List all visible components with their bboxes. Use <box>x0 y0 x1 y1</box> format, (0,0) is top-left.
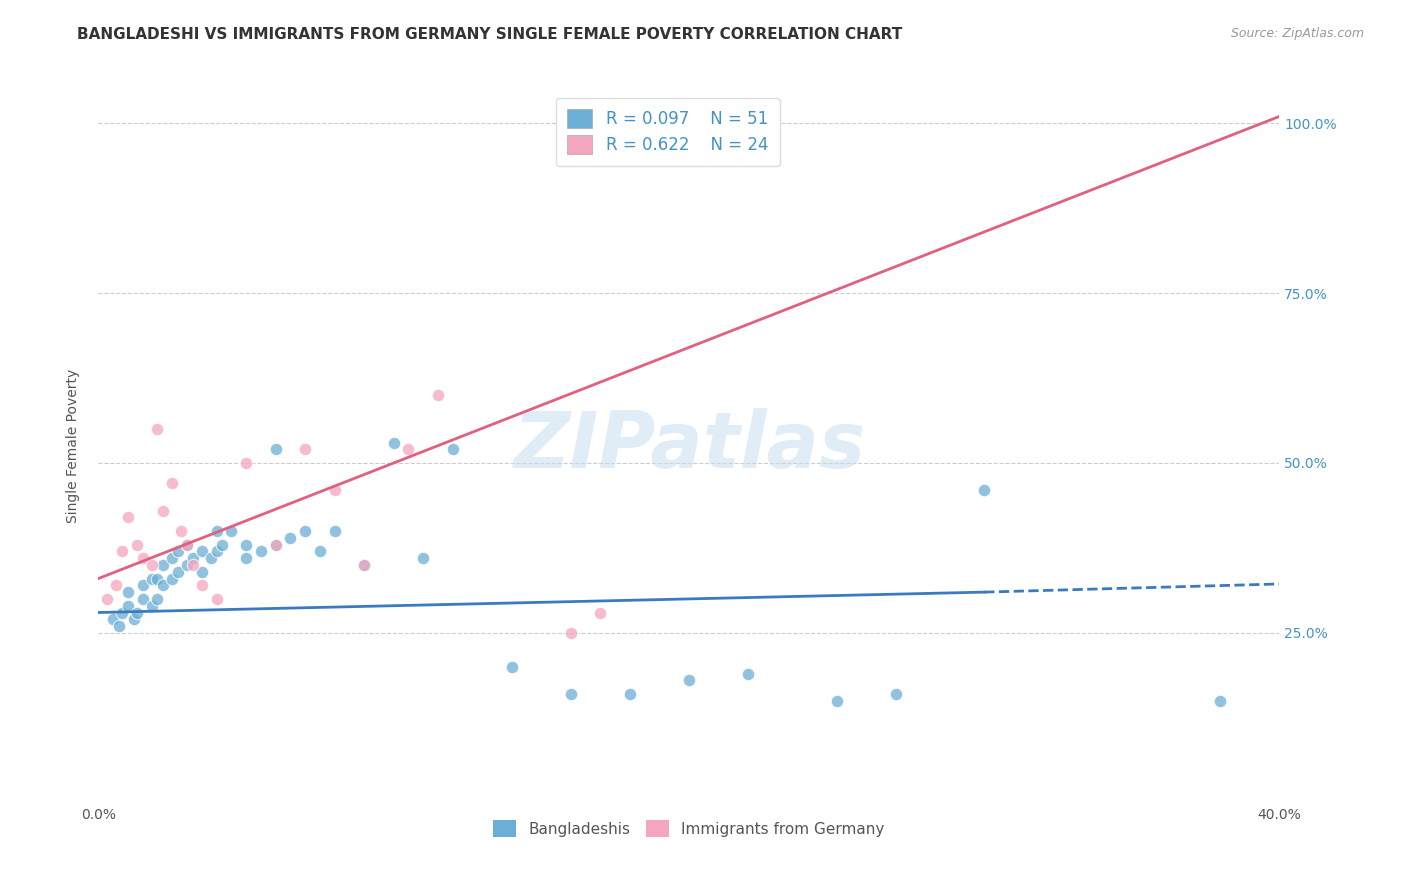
Point <box>117 599 139 613</box>
Point <box>96 591 118 606</box>
Point <box>122 612 145 626</box>
Point <box>264 537 287 551</box>
Point <box>191 565 214 579</box>
Point <box>205 544 228 558</box>
Text: Source: ZipAtlas.com: Source: ZipAtlas.com <box>1230 27 1364 40</box>
Point <box>111 606 134 620</box>
Point <box>146 422 169 436</box>
Point <box>294 524 316 538</box>
Point <box>427 388 450 402</box>
Point <box>167 565 190 579</box>
Point <box>501 660 523 674</box>
Point <box>146 572 169 586</box>
Point <box>117 510 139 524</box>
Point <box>205 524 228 538</box>
Point <box>441 442 464 457</box>
Point <box>235 537 257 551</box>
Point <box>235 456 257 470</box>
Point <box>105 578 128 592</box>
Point <box>141 572 163 586</box>
Point <box>323 483 346 498</box>
Point <box>211 537 233 551</box>
Point <box>103 612 125 626</box>
Point <box>619 687 641 701</box>
Point <box>191 578 214 592</box>
Point <box>141 558 163 572</box>
Point <box>560 687 582 701</box>
Point <box>200 551 222 566</box>
Point <box>353 558 375 572</box>
Point <box>973 483 995 498</box>
Point <box>412 551 434 566</box>
Point <box>132 591 155 606</box>
Point <box>181 558 204 572</box>
Point <box>382 435 405 450</box>
Point <box>108 619 131 633</box>
Point <box>1209 694 1232 708</box>
Point <box>205 591 228 606</box>
Point <box>152 503 174 517</box>
Point <box>170 524 193 538</box>
Legend: Bangladeshis, Immigrants from Germany: Bangladeshis, Immigrants from Germany <box>486 813 891 845</box>
Point <box>117 585 139 599</box>
Point <box>146 591 169 606</box>
Point <box>589 606 612 620</box>
Point <box>152 558 174 572</box>
Point <box>323 524 346 538</box>
Point <box>111 544 134 558</box>
Y-axis label: Single Female Poverty: Single Female Poverty <box>66 369 80 523</box>
Point <box>250 544 273 558</box>
Point <box>125 537 148 551</box>
Text: BANGLADESHI VS IMMIGRANTS FROM GERMANY SINGLE FEMALE POVERTY CORRELATION CHART: BANGLADESHI VS IMMIGRANTS FROM GERMANY S… <box>77 27 903 42</box>
Point <box>221 524 243 538</box>
Point <box>167 544 190 558</box>
Point <box>162 551 183 566</box>
Point <box>176 537 198 551</box>
Point <box>353 558 375 572</box>
Point <box>884 687 907 701</box>
Point <box>152 578 174 592</box>
Point <box>309 544 332 558</box>
Point <box>176 558 198 572</box>
Point <box>280 531 302 545</box>
Point <box>398 442 420 457</box>
Point <box>191 544 214 558</box>
Point <box>264 537 287 551</box>
Point <box>125 606 148 620</box>
Point <box>264 442 287 457</box>
Point <box>294 442 316 457</box>
Point <box>176 537 198 551</box>
Point <box>132 578 155 592</box>
Point <box>181 551 204 566</box>
Point <box>141 599 163 613</box>
Text: ZIPatlas: ZIPatlas <box>513 408 865 484</box>
Point <box>235 551 257 566</box>
Point <box>678 673 700 688</box>
Point <box>560 626 582 640</box>
Point <box>162 572 183 586</box>
Point <box>132 551 155 566</box>
Point <box>825 694 848 708</box>
Point <box>162 476 183 491</box>
Point <box>737 666 759 681</box>
